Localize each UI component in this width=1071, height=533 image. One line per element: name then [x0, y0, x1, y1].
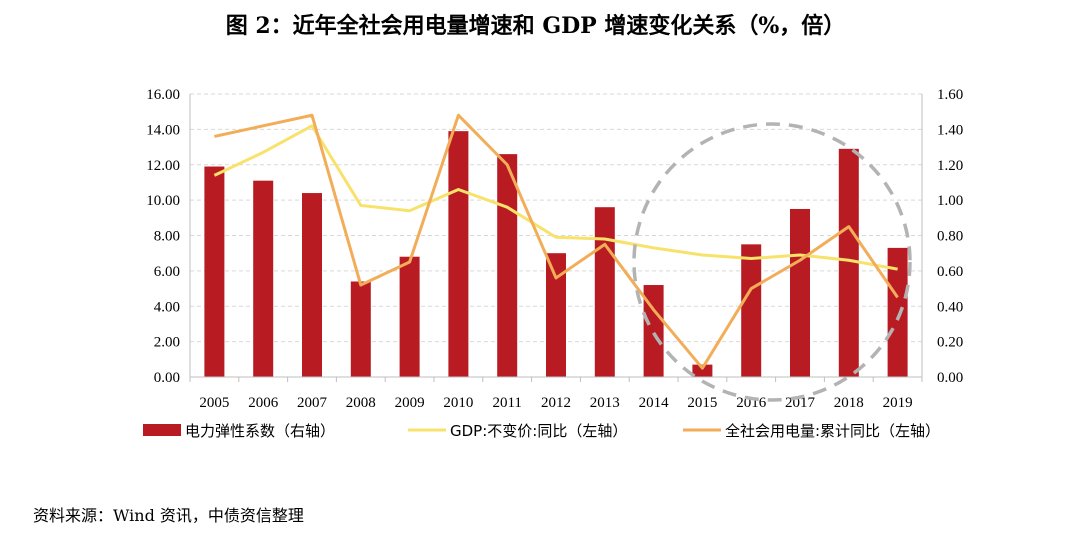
bar — [741, 244, 762, 377]
bar — [497, 154, 518, 377]
legend-swatch — [143, 424, 181, 436]
x-tick-label: 2014 — [639, 395, 670, 411]
y-right-tick-label: 0.40 — [937, 299, 963, 315]
y-left-tick-label: 2.00 — [154, 335, 180, 351]
bar — [692, 364, 713, 377]
y-right-tick-label: 1.20 — [937, 158, 963, 174]
x-tick-label: 2018 — [834, 395, 864, 411]
axes: 0.00 0.00 2.00 0.20 4.00 0.40 6.00 0.60 8.00 0.80… — [146, 87, 963, 411]
highlight-circle — [632, 122, 912, 402]
y-right-tick-label: 0.20 — [937, 335, 963, 351]
bar — [546, 253, 566, 377]
bar — [838, 148, 859, 377]
bar — [302, 193, 322, 377]
x-tick-label: 2013 — [590, 395, 620, 411]
y-left-tick-label: 10.00 — [146, 193, 180, 209]
x-tick-label: 2016 — [736, 395, 767, 411]
y-right-tick-label: 0.00 — [937, 370, 963, 386]
x-tick-label: 2005 — [199, 395, 229, 411]
y-right-tick-label: 0.80 — [937, 229, 963, 245]
x-tick-label: 2007 — [297, 395, 328, 411]
line-series — [213, 113, 899, 370]
x-tick-label: 2010 — [443, 395, 473, 411]
y-left-tick-label: 14.00 — [146, 122, 180, 138]
chart-title: 图 2：近年全社会用电量增速和 GDP 增速变化关系（%，倍） — [225, 13, 846, 39]
y-right-tick-label: 1.00 — [937, 193, 963, 209]
bar — [887, 247, 908, 377]
y-left-tick-label: 8.00 — [154, 229, 180, 245]
x-tick-label: 2009 — [395, 395, 425, 411]
bar — [204, 166, 225, 377]
bar — [253, 180, 274, 377]
legend: 电力弹性系数（右轴） GDP:不变价:同比（左轴） 全社会用电量:累计同比（左轴） — [143, 422, 940, 440]
x-tick-label: 2011 — [492, 395, 521, 411]
bar — [643, 285, 664, 377]
y-left-tick-label: 0.00 — [154, 370, 180, 386]
source-note: 资料来源：Wind 资讯，中债资信整理 — [33, 506, 304, 525]
x-tick-label: 2019 — [883, 395, 913, 411]
y-right-tick-label: 1.60 — [937, 87, 963, 103]
power-consumption-line — [214, 113, 899, 370]
bar — [594, 207, 615, 377]
bar — [350, 281, 371, 377]
y-left-tick-label: 6.00 — [154, 264, 180, 280]
bar — [790, 208, 810, 377]
y-left-tick-label: 4.00 — [154, 299, 180, 315]
bar — [399, 256, 420, 377]
annotation — [632, 122, 912, 402]
y-left-tick-label: 16.00 — [146, 87, 180, 103]
x-tick-label: 2008 — [346, 395, 376, 411]
y-left-tick-label: 12.00 — [146, 158, 180, 174]
bar — [448, 131, 469, 377]
legend-label: 电力弹性系数（右轴） — [185, 422, 335, 440]
legend-label: GDP:不变价:同比（左轴） — [450, 422, 627, 440]
x-tick-label: 2015 — [687, 395, 717, 411]
y-right-tick-label: 1.40 — [937, 122, 963, 138]
x-tick-label: 2012 — [541, 395, 571, 411]
legend-label: 全社会用电量:累计同比（左轴） — [725, 422, 940, 440]
x-tick-label: 2006 — [248, 395, 279, 411]
y-right-tick-label: 0.60 — [937, 264, 963, 280]
gdp-line — [213, 124, 898, 271]
